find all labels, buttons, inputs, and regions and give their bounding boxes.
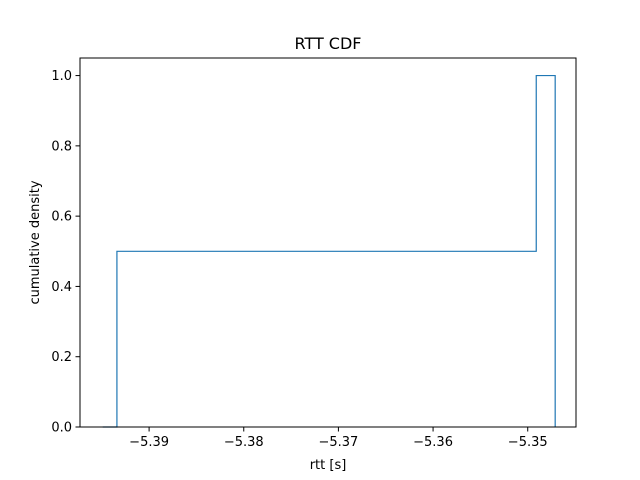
x-tick-label: −5.37 bbox=[318, 435, 358, 450]
y-axis-label: cumulative density bbox=[28, 180, 43, 304]
y-axis-ticks: 0.0 0.2 0.4 0.6 0.8 1.0 bbox=[51, 69, 80, 436]
y-tick-label: 1.0 bbox=[51, 69, 72, 84]
y-tick-label: 0.2 bbox=[51, 350, 72, 365]
x-axis-label: rtt [s] bbox=[310, 458, 347, 473]
chart-title: RTT CDF bbox=[295, 34, 362, 53]
plot-area-background bbox=[80, 58, 576, 427]
y-tick-label: 0.4 bbox=[51, 280, 72, 295]
y-tick-label: 0.8 bbox=[51, 139, 72, 154]
x-tick-label: −5.39 bbox=[129, 435, 169, 450]
plot-area-frame bbox=[79, 57, 577, 428]
x-axis-ticks: −5.39 −5.38 −5.37 −5.36 −5.35 bbox=[129, 427, 548, 450]
x-tick-label: −5.36 bbox=[413, 435, 453, 450]
y-tick-label: 0.6 bbox=[51, 210, 72, 225]
x-tick-label: −5.35 bbox=[508, 435, 548, 450]
x-tick-label: −5.38 bbox=[224, 435, 264, 450]
y-tick-label: 0.0 bbox=[51, 421, 72, 436]
